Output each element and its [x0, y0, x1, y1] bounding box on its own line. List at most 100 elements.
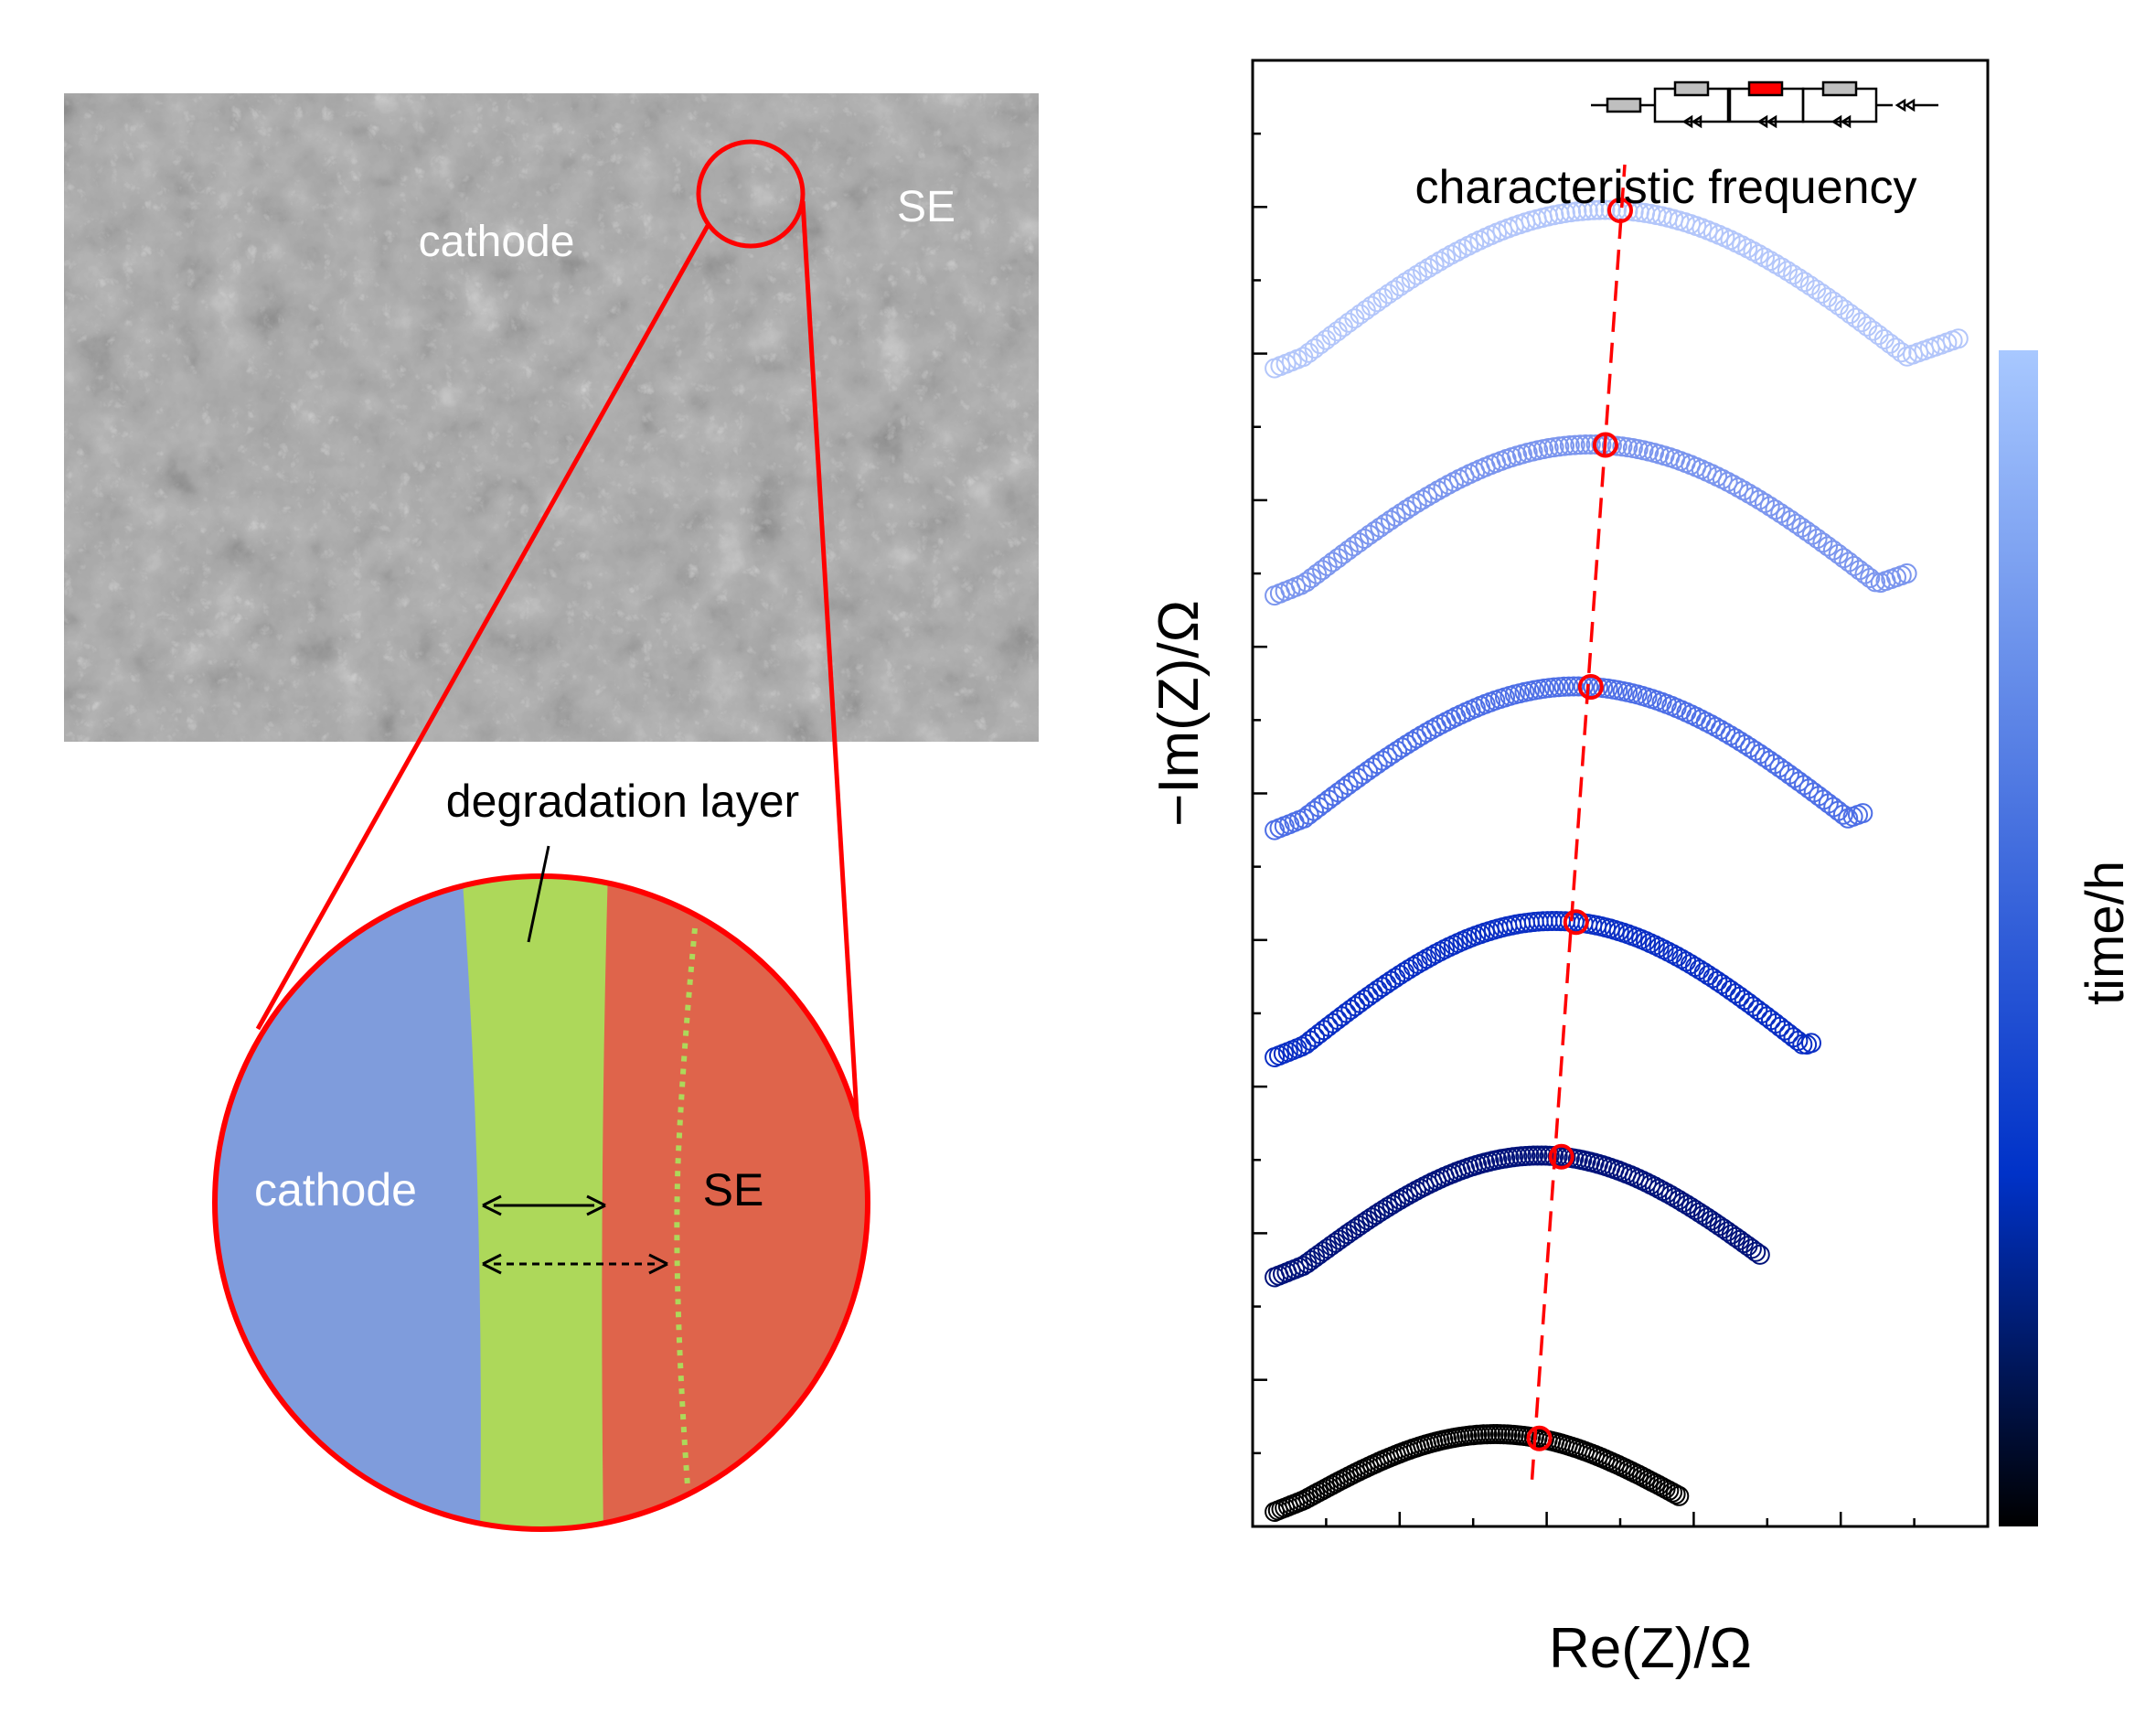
characteristic-frequency-marker: [1548, 1143, 1574, 1170]
impedance-point: [1564, 676, 1585, 697]
zoom-label-cathode: cathode: [254, 1164, 417, 1215]
impedance-point: [1559, 435, 1580, 455]
impedance-point: [1328, 548, 1349, 569]
impedance-point: [1406, 493, 1427, 513]
impedance-point: [1396, 734, 1417, 755]
colorbar: time/h: [1999, 350, 2135, 1526]
impedance-point: [1402, 731, 1423, 752]
impedance-point: [1396, 499, 1417, 520]
impedance-point: [1406, 728, 1427, 749]
impedance-point: [1766, 253, 1787, 274]
sem-image: cathode SE: [64, 93, 1039, 742]
impedance-point: [1307, 563, 1328, 584]
impedance-point: [1734, 734, 1756, 755]
impedance-point: [1738, 483, 1759, 504]
impedance-point: [1723, 474, 1744, 495]
impedance-point: [1770, 503, 1791, 524]
impedance-point: [1401, 268, 1422, 289]
impedance-point: [1338, 540, 1359, 561]
impedance-point: [1406, 264, 1427, 285]
impedance-point: [1391, 503, 1412, 524]
impedance-point: [1382, 744, 1403, 765]
impedance-point: [1301, 568, 1322, 588]
impedance-point: [1553, 676, 1574, 697]
original-boundary-dotted-line: [674, 927, 698, 1487]
impedance-point: [1558, 676, 1579, 697]
impedance-point: [1413, 261, 1434, 282]
impedance-point: [1748, 244, 1769, 265]
impedance-point: [1788, 771, 1809, 792]
impedance-point: [1832, 804, 1853, 825]
impedance-point: [1812, 532, 1833, 553]
impedance-point: [1760, 251, 1781, 272]
impedance-point: [1833, 548, 1854, 569]
characteristic-frequency-marker: [1563, 909, 1589, 936]
impedance-point: [1427, 480, 1448, 501]
plot-frame: [1251, 59, 1990, 1528]
nyquist-plot: characteristic frequency Re(Z)/Ω −Im(Z)/…: [1147, 59, 1990, 1680]
impedance-point: [1572, 200, 1593, 221]
impedance-point: [1554, 435, 1574, 456]
impedance-point: [1600, 199, 1621, 220]
impedance-point: [1566, 201, 1587, 222]
zoom-connector-right: [800, 200, 860, 1130]
x-axis-label: Re(Z)/Ω: [1549, 1617, 1752, 1680]
impedance-point: [1744, 487, 1765, 507]
impedance-point: [1425, 943, 1446, 964]
thickness-arrow-solid: [482, 1194, 606, 1216]
impedance-point: [1359, 524, 1380, 545]
impedance-point: [1665, 1483, 1686, 1504]
impedance-point: [1317, 555, 1338, 576]
impedance-point: [1799, 275, 1820, 296]
impedance-point: [1822, 540, 1843, 561]
impedance-point: [1417, 487, 1438, 507]
impedance-point: [1411, 725, 1432, 746]
impedance-point: [1387, 740, 1408, 761]
impedance-point: [1312, 560, 1332, 581]
sem-micrograph-edges: [64, 93, 1039, 742]
zoom-indicator: [255, 139, 860, 1130]
impedance-point: [1801, 1033, 1821, 1054]
impedance-point: [1788, 268, 1809, 289]
zoom-connector-left: [255, 222, 711, 1031]
impedance-point: [1364, 520, 1385, 541]
impedance-point: [1543, 677, 1564, 698]
characteristic-frequency-marker: [1526, 1425, 1553, 1451]
spectrum-series: [1265, 1424, 1690, 1522]
impedance-point: [1584, 199, 1605, 220]
impedance-point: [1777, 261, 1798, 282]
impedance-point: [1430, 941, 1451, 962]
impedance-point: [1740, 737, 1760, 758]
impedance-point: [1375, 513, 1396, 534]
impedance-point: [1776, 506, 1796, 527]
impedance-point: [1577, 200, 1598, 221]
impedance-point: [1343, 536, 1364, 557]
impedance-point: [1424, 254, 1445, 275]
impedance-point: [1385, 506, 1406, 527]
impedance-point: [1561, 202, 1582, 223]
impedance-point: [1372, 750, 1393, 771]
impedance-point: [1849, 560, 1870, 581]
impedance-point: [1296, 572, 1317, 593]
impedance-point: [1333, 543, 1353, 564]
impedance-point: [1725, 728, 1745, 749]
impedance-point: [1728, 477, 1749, 498]
impedance-point: [1395, 272, 1416, 293]
impedance-point: [1765, 499, 1786, 520]
equivalent-circuit-icon: [1591, 80, 1938, 129]
sem-label-se: SE: [897, 183, 955, 231]
impedance-point: [1392, 737, 1413, 758]
impedance-point: [1730, 731, 1751, 752]
impedance-point: [1828, 543, 1849, 564]
impedance-point: [1720, 725, 1741, 746]
degradation-layer-region: [462, 876, 613, 1529]
impedance-point: [1549, 677, 1569, 698]
impedance-point: [1595, 199, 1616, 220]
impedance-point: [1705, 716, 1726, 737]
spectrum-series: [1265, 197, 1969, 379]
colorbar-gradient: [1999, 350, 2038, 1526]
impedance-point: [1354, 529, 1375, 549]
y-axis-label: −Im(Z)/Ω: [1147, 600, 1211, 827]
impedance-point: [1843, 555, 1864, 576]
